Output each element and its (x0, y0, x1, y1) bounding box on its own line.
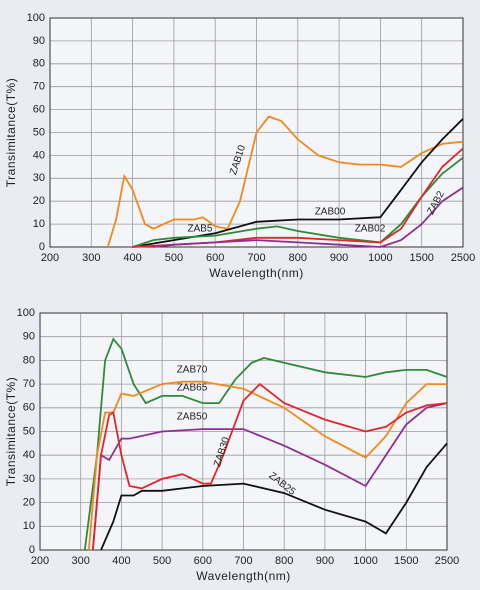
curve (87, 380, 447, 551)
x-tick-label: 800 (275, 555, 293, 567)
y-tick-label: 10 (23, 520, 35, 532)
x-tick-label: 300 (72, 555, 90, 567)
y-tick-label: 40 (33, 149, 45, 161)
curve-label: ZAB5 (187, 224, 212, 235)
y-tick-label: 0 (29, 544, 35, 556)
curve-label: ZAB02 (355, 224, 386, 235)
curve (83, 337, 448, 551)
y-axis-title: Transimitance(T%) (4, 78, 18, 187)
curve-label: ZAB65 (177, 383, 208, 394)
plot-frame (39, 312, 448, 551)
y-tick-label: 80 (33, 58, 45, 70)
curve-label: ZAB70 (177, 365, 208, 376)
y-tick-label: 40 (23, 449, 35, 461)
x-tick-label: 1500 (409, 252, 433, 264)
x-tick-label: 300 (82, 252, 100, 264)
curve-label: ZAB50 (177, 412, 208, 423)
plot-frame (49, 17, 464, 248)
y-tick-label: 80 (23, 354, 35, 366)
curve (100, 442, 448, 551)
x-tick-label: 900 (316, 555, 334, 567)
x-tick-label: 400 (112, 555, 130, 567)
y-tick-label: 10 (33, 218, 45, 230)
x-tick-label: 2500 (435, 555, 459, 567)
x-axis-title: Wavelength(nm) (209, 266, 304, 280)
x-tick-label: 600 (194, 555, 212, 567)
curve (92, 402, 448, 551)
curve (153, 186, 464, 248)
x-tick-label: 1500 (394, 555, 418, 567)
x-tick-label: 600 (206, 252, 224, 264)
x-tick-label: 500 (165, 252, 183, 264)
y-tick-label: 50 (33, 126, 45, 138)
y-axis-title: Transimitance(T%) (4, 377, 18, 486)
curve-label: ZAB00 (315, 207, 346, 218)
x-tick-label: 700 (247, 252, 265, 264)
y-tick-label: 90 (23, 331, 35, 343)
y-tick-label: 30 (33, 172, 45, 184)
y-tick-label: 0 (39, 241, 45, 253)
y-tick-label: 70 (23, 378, 35, 390)
x-tick-label: 2500 (451, 252, 475, 264)
x-tick-label: 400 (123, 252, 141, 264)
x-tick-label: 200 (31, 555, 49, 567)
y-tick-label: 60 (23, 402, 35, 414)
y-tick-label: 100 (17, 307, 35, 319)
y-tick-label: 100 (27, 12, 45, 24)
curve (92, 382, 448, 551)
y-tick-label: 50 (23, 425, 35, 437)
y-tick-label: 30 (23, 473, 35, 485)
y-tick-label: 60 (33, 104, 45, 116)
x-tick-label: 900 (330, 252, 348, 264)
y-tick-label: 90 (33, 35, 45, 47)
x-tick-label: 700 (234, 555, 252, 567)
x-tick-label: 1000 (353, 555, 377, 567)
y-tick-label: 20 (33, 195, 45, 207)
x-tick-label: 200 (41, 252, 59, 264)
x-axis-title: Wavelength(nm) (196, 569, 291, 583)
y-tick-label: 20 (23, 497, 35, 509)
curve (106, 115, 464, 248)
x-tick-label: 1000 (368, 252, 392, 264)
x-tick-label: 500 (153, 555, 171, 567)
x-tick-label: 800 (289, 252, 307, 264)
y-tick-label: 70 (33, 81, 45, 93)
